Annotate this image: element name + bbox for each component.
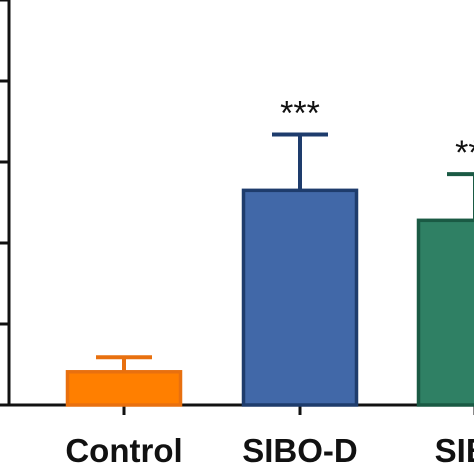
bar-sibo	[416, 218, 474, 407]
significance-label-sibo-d: ***	[280, 94, 320, 132]
chart-axes	[0, 0, 474, 415]
chart-significance-labels: *** ***	[280, 94, 474, 172]
bar-sibo-d	[241, 188, 359, 407]
bar-control	[65, 370, 183, 407]
x-tick-label-sibo-d: SIBO-D	[242, 432, 358, 469]
chart-bars	[65, 188, 474, 407]
chart-tick-labels: Control SIBO-D SIBO	[65, 432, 474, 469]
x-tick-label-control: Control	[65, 432, 182, 469]
x-tick-label-sibo: SIBO	[435, 432, 474, 469]
chart-error-bars	[96, 132, 474, 372]
significance-label-sibo: ***	[455, 134, 474, 172]
